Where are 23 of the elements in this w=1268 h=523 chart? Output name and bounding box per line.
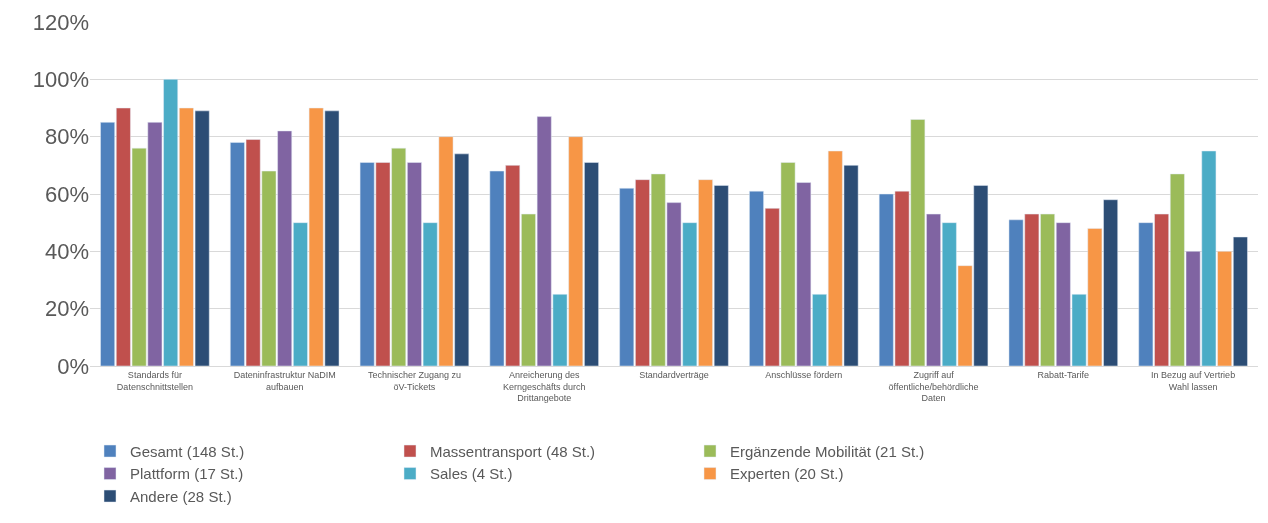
y-tick-label: 80% [44,124,89,150]
x-tick-label: Standards für Datenschnittstellen [116,369,193,392]
legend-label: Sales (4 St.) [430,465,513,483]
y-tick-label: 0% [57,353,89,379]
y-tick-label: 20% [44,296,89,322]
y-tick-label: 100% [32,67,89,93]
legend-label: Gesamt (148 St.) [130,442,245,460]
x-tick-label: Standardverträge [639,369,709,380]
x-tick-label: Rabatt-Tarife [1037,369,1090,380]
y-tick-label: 120% [32,9,89,35]
legend-label: Massentransport (48 St.) [430,442,596,460]
legend-label: Experten (20 St.) [730,465,844,483]
x-tick-label: Technischer Zugang zu öV-Tickets [367,369,461,392]
x-tick-label: Dateninfrastruktur NaDIM aufbauen [233,369,336,392]
legend-label: Andere (28 St.) [130,487,232,505]
x-tick-label: Anreicherung des Kerngeschäfts durch Drittangebote [502,369,586,404]
x-tick-label: Zugriff auf öffentliche/behördliche Daten [888,369,979,404]
x-tick-label: In Bezug auf Vertrieb Wahl lassen [1151,369,1236,392]
y-tick-label: 60% [44,181,89,207]
x-tick-label: Anschlüsse fördern [765,369,843,380]
legend-label: Ergänzende Mobilität (21 St.) [730,442,925,460]
y-tick-label: 40% [44,239,89,265]
legend-label: Plattform (17 St.) [130,465,244,483]
